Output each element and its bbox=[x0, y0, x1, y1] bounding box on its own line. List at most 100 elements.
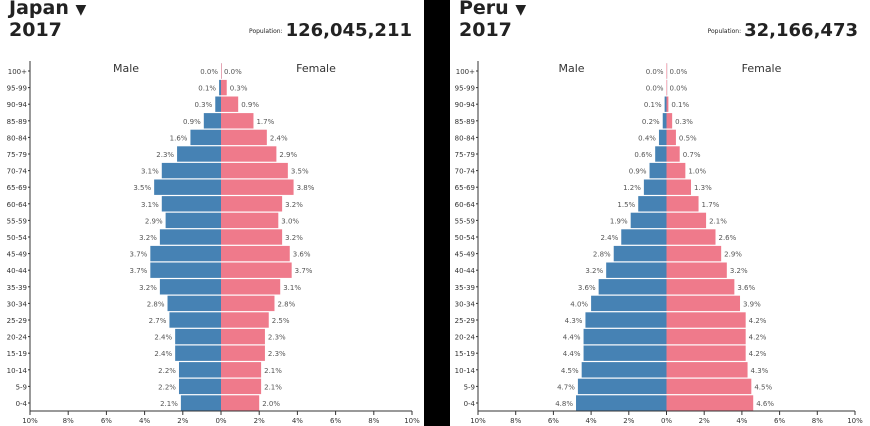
bar-female bbox=[221, 179, 294, 195]
triangle-down-icon[interactable]: ▼ bbox=[75, 2, 87, 18]
data-label-male: 0.9% bbox=[629, 168, 647, 176]
bar-female bbox=[221, 362, 262, 378]
country-selector[interactable]: Japan ▼ bbox=[9, 0, 86, 19]
data-label-male: 1.6% bbox=[170, 134, 188, 142]
bar-male bbox=[178, 362, 221, 378]
y-tick-label: 25-29 bbox=[7, 317, 27, 325]
bar-male bbox=[178, 378, 221, 395]
data-label-male: 2.8% bbox=[147, 300, 165, 308]
y-tick-label: 55-59 bbox=[455, 217, 475, 225]
data-label-female: 2.0% bbox=[262, 400, 280, 408]
data-label-female: 4.2% bbox=[749, 334, 767, 342]
x-tick-label: 2% bbox=[254, 417, 265, 425]
y-tick-label: 75-79 bbox=[455, 151, 475, 159]
data-label-male: 4.0% bbox=[570, 300, 588, 308]
data-label-female: 2.9% bbox=[279, 151, 297, 159]
data-label-male: 2.4% bbox=[154, 334, 172, 342]
data-label-female: 2.4% bbox=[270, 134, 288, 142]
x-tick-label: 8% bbox=[812, 417, 823, 425]
bar-female bbox=[666, 395, 754, 411]
data-label-female: 2.1% bbox=[709, 217, 727, 225]
bar-female bbox=[666, 362, 748, 378]
bar-male bbox=[203, 113, 221, 129]
y-tick-label: 55-59 bbox=[7, 217, 27, 225]
y-tick-label: 5-9 bbox=[464, 383, 475, 391]
x-tick-label: 0% bbox=[661, 417, 672, 425]
bar-female bbox=[666, 113, 673, 129]
bar-female bbox=[221, 312, 269, 328]
data-label-female: 0.3% bbox=[230, 85, 248, 93]
bar-male bbox=[662, 113, 667, 129]
bar-female bbox=[221, 295, 275, 312]
bar-female bbox=[221, 395, 260, 411]
bar-male bbox=[150, 245, 221, 262]
data-label-female: 1.7% bbox=[702, 201, 720, 209]
data-label-male: 3.2% bbox=[139, 284, 157, 292]
data-label-male: 0.4% bbox=[638, 134, 656, 142]
data-label-female: 0.0% bbox=[670, 68, 688, 76]
bar-male bbox=[658, 129, 667, 146]
bar-female bbox=[666, 312, 746, 328]
bar-male bbox=[159, 279, 221, 295]
bar-female bbox=[666, 279, 735, 295]
data-label-male: 1.9% bbox=[610, 217, 628, 225]
country-selector[interactable]: Peru ▼ bbox=[459, 0, 526, 19]
x-tick-label: 4% bbox=[586, 417, 597, 425]
data-label-male: 2.2% bbox=[158, 367, 176, 375]
y-tick-label: 100+ bbox=[8, 68, 27, 76]
legend-male: Male bbox=[113, 62, 139, 75]
data-label-male: 0.0% bbox=[200, 68, 218, 76]
bar-male bbox=[643, 179, 667, 195]
bar-male bbox=[598, 279, 667, 295]
y-tick-label: 50-54 bbox=[455, 234, 476, 242]
x-tick-label: 6% bbox=[101, 417, 112, 425]
y-tick-label: 10-14 bbox=[7, 367, 28, 375]
y-tick-label: 70-74 bbox=[7, 168, 28, 176]
data-label-female: 3.2% bbox=[285, 234, 303, 242]
bar-female bbox=[666, 146, 680, 162]
legend-female: Female bbox=[296, 62, 336, 75]
data-label-female: 4.2% bbox=[749, 317, 767, 325]
country-name: Peru bbox=[459, 0, 509, 19]
japan-pyramid: Male Female 100+ 0.0% 0.0% 95-99 0.1% 0.3% 90-94… bbox=[7, 61, 420, 425]
data-label-female: 3.2% bbox=[730, 267, 748, 275]
data-label-male: 2.2% bbox=[158, 383, 176, 391]
triangle-down-icon[interactable]: ▼ bbox=[515, 2, 527, 18]
bar-female bbox=[666, 229, 716, 245]
data-label-male: 2.3% bbox=[156, 151, 174, 159]
bar-female bbox=[221, 129, 267, 146]
x-tick-label: 2% bbox=[699, 417, 710, 425]
bar-female bbox=[221, 96, 239, 112]
bar-female bbox=[666, 328, 746, 345]
peru-pyramid: Male Female 100+ 0.0% 0.0% 95-99 0.0% 0.0% 90-94… bbox=[455, 61, 863, 425]
bar-female bbox=[666, 295, 741, 312]
data-label-male: 0.2% bbox=[642, 118, 660, 126]
year: 2017 bbox=[459, 19, 512, 41]
bar-female bbox=[221, 162, 288, 179]
x-tick-label: 4% bbox=[139, 417, 150, 425]
data-label-male: 4.4% bbox=[563, 334, 581, 342]
x-tick-label: 8% bbox=[63, 417, 74, 425]
data-label-male: 4.3% bbox=[565, 317, 583, 325]
population-value: 126,045,211 bbox=[285, 20, 412, 41]
data-label-female: 4.5% bbox=[754, 383, 772, 391]
data-label-female: 0.5% bbox=[679, 134, 697, 142]
y-tick-label: 40-44 bbox=[455, 267, 476, 275]
data-label-female: 2.6% bbox=[719, 234, 737, 242]
y-tick-label: 20-24 bbox=[455, 334, 476, 342]
y-tick-label: 60-64 bbox=[7, 201, 28, 209]
y-tick-label: 95-99 bbox=[7, 85, 27, 93]
data-label-female: 3.0% bbox=[281, 217, 299, 225]
population: Population: 126,045,211 bbox=[249, 20, 412, 41]
data-label-male: 3.2% bbox=[585, 267, 603, 275]
bar-female bbox=[221, 262, 292, 278]
data-label-female: 2.5% bbox=[272, 317, 290, 325]
data-label-male: 2.4% bbox=[154, 350, 172, 358]
data-label-female: 4.3% bbox=[751, 367, 769, 375]
bar-female bbox=[666, 212, 707, 229]
bar-female bbox=[666, 179, 692, 195]
data-label-male: 2.7% bbox=[149, 317, 167, 325]
bar-male bbox=[591, 295, 667, 312]
bar-male bbox=[169, 312, 221, 328]
y-tick-label: 65-69 bbox=[7, 184, 27, 192]
